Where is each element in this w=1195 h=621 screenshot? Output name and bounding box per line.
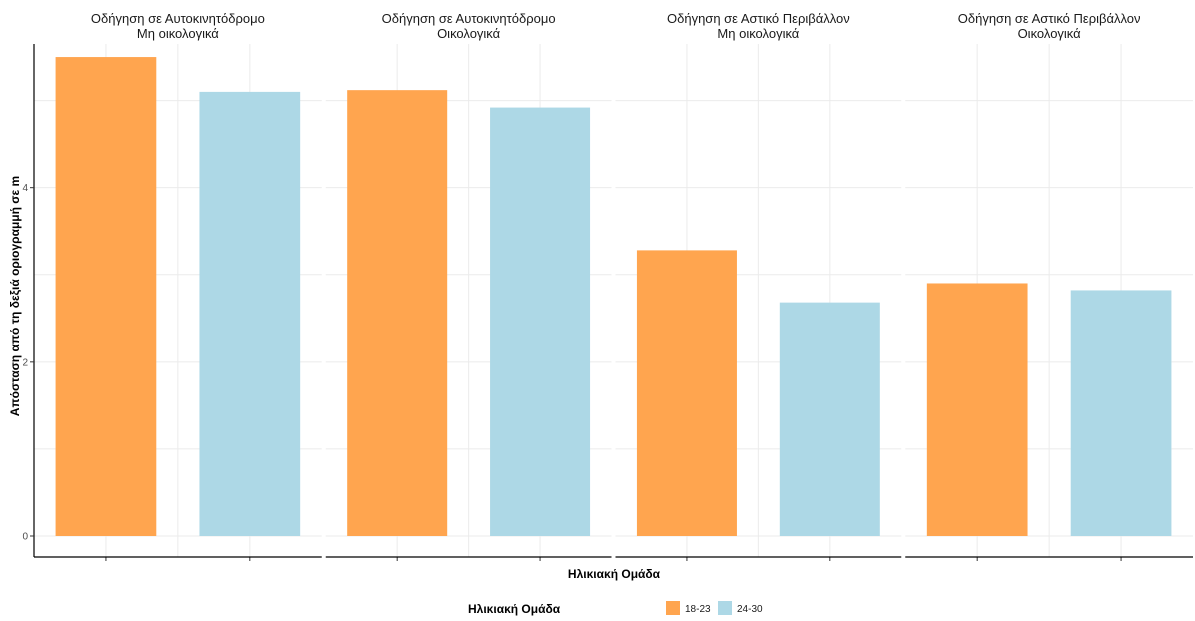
- bar-18-23: [926, 283, 1028, 536]
- facet-title: Μη οικολογικά: [137, 26, 219, 41]
- facet-title: Οικολογικά: [1018, 26, 1082, 41]
- bar-18-23: [636, 250, 737, 536]
- facet-title: Οδήγηση σε Αστικό Περιβάλλον: [958, 11, 1141, 26]
- bar-24-30: [1070, 290, 1172, 536]
- y-axis-title: Απόσταση από τη δεξιά οριογραμμή σε m: [8, 176, 22, 416]
- bars-layer: [55, 57, 1172, 537]
- y-tick-label: 4: [22, 183, 28, 194]
- bar-24-30: [490, 107, 591, 536]
- legend-key-24-30: [718, 601, 732, 615]
- legend-label: 18-23: [685, 604, 711, 615]
- bar-18-23: [55, 57, 157, 536]
- legend: Ηλικιακή Ομάδα 18-23 24-30: [468, 601, 763, 616]
- facet-title: Μη οικολογικά: [717, 26, 799, 41]
- y-tick-label: 0: [22, 532, 28, 543]
- axes-layer: 0 2 4: [22, 44, 1193, 561]
- facet-title: Οδήγηση σε Αυτοκινητόδρομο: [91, 11, 265, 26]
- x-axis-title: Ηλικιακή Ομάδα: [568, 567, 661, 581]
- legend-title: Ηλικιακή Ομάδα: [468, 602, 561, 616]
- facet-title: Οικολογικά: [437, 26, 501, 41]
- facet-title: Οδήγηση σε Αστικό Περιβάλλον: [667, 11, 850, 26]
- bar-24-30: [199, 91, 301, 537]
- bar-18-23: [347, 90, 448, 536]
- legend-key-18-23: [666, 601, 680, 615]
- y-tick-label: 2: [22, 357, 28, 368]
- facet-title: Οδήγηση σε Αυτοκινητόδρομο: [382, 11, 556, 26]
- legend-label: 24-30: [737, 604, 763, 615]
- bar-24-30: [779, 302, 880, 536]
